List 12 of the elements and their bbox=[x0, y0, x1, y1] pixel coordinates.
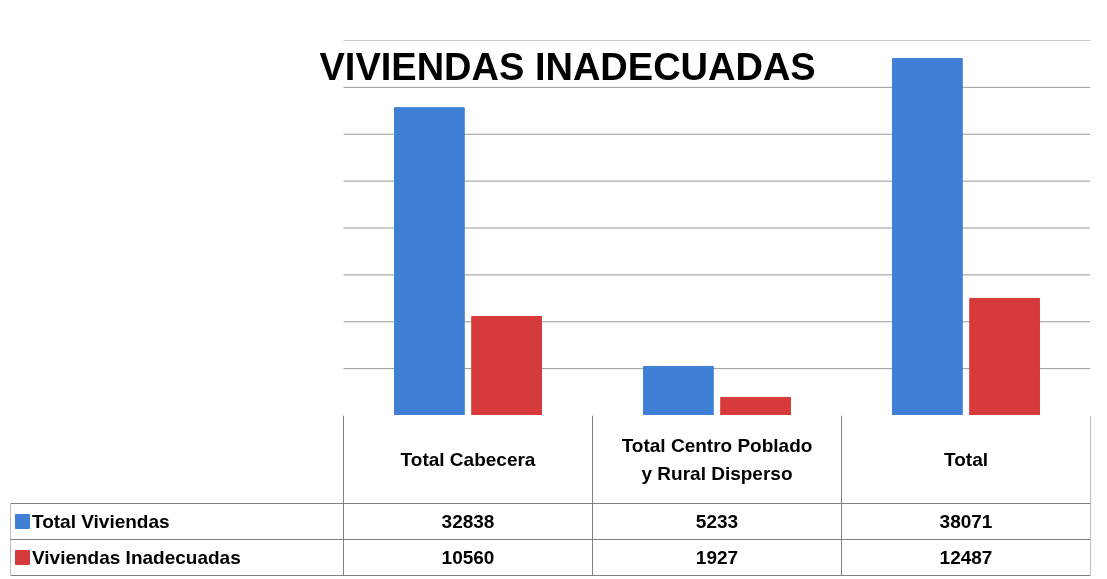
legend-label: Total Viviendas bbox=[31, 511, 170, 532]
data-label: 1927 bbox=[695, 547, 739, 568]
chart-title: VIVIENDAS INADECUADAS bbox=[319, 46, 816, 89]
x-tick-label: Total bbox=[944, 449, 988, 470]
data-label: 32838 bbox=[441, 511, 495, 532]
legend-label: Viviendas Inadecuadas bbox=[31, 547, 241, 568]
data-label: 5233 bbox=[695, 511, 739, 532]
data-label: 38071 bbox=[939, 511, 993, 532]
data-label: 10560 bbox=[441, 547, 495, 568]
x-tick-label: Total Cabecera bbox=[400, 449, 536, 470]
data-label: 12487 bbox=[939, 547, 993, 568]
x-tick-label: Total Centro Poblado y Rural Disperso bbox=[621, 435, 813, 484]
